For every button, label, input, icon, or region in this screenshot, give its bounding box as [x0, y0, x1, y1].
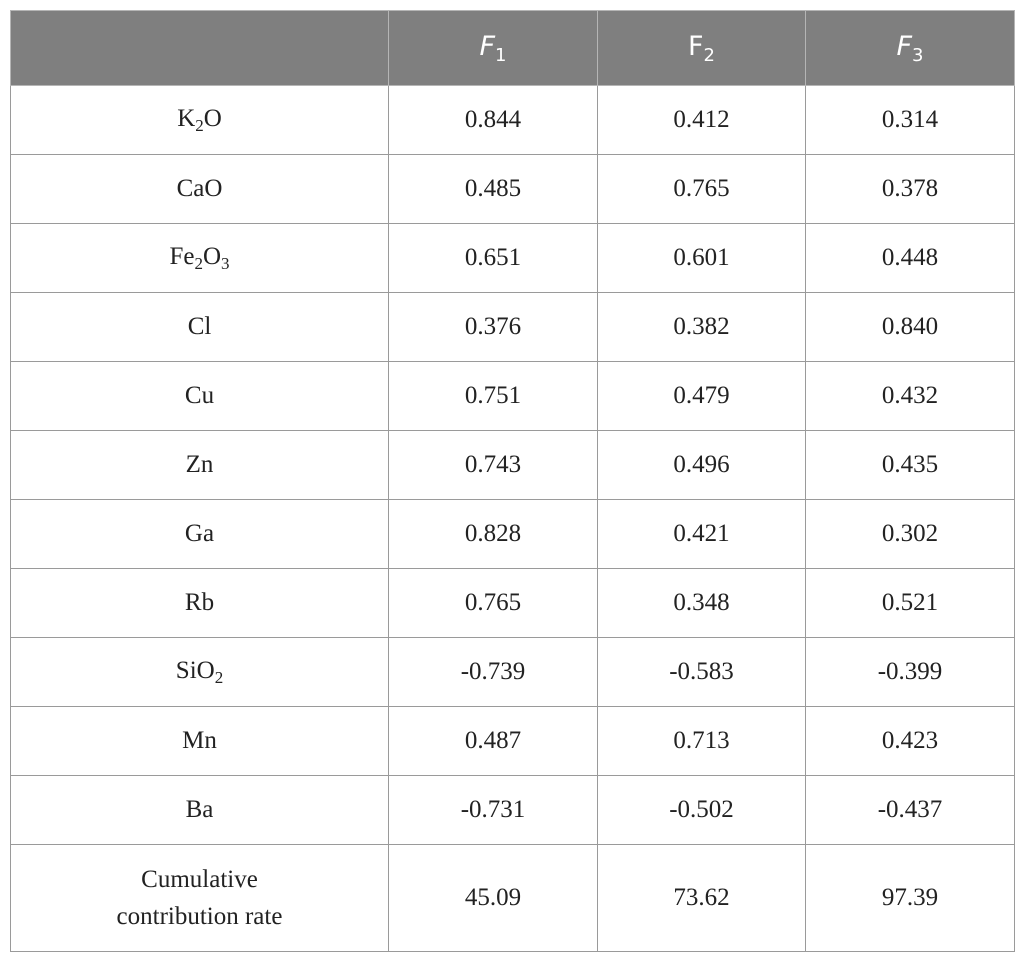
- header-f1-sub: 1: [495, 44, 507, 66]
- cumulative-f1: 45.09: [388, 844, 598, 952]
- value-cell-f1: 0.376: [388, 292, 598, 362]
- row-label-subscript: 2: [194, 253, 203, 273]
- table-row-cumulative: Cumulative contribution rate 45.09 73.62…: [10, 844, 1015, 952]
- header-f2: F2: [597, 10, 806, 86]
- row-label: CaO: [10, 154, 389, 224]
- header-empty-cell: [10, 10, 389, 86]
- value-cell-f1: -0.739: [388, 637, 598, 707]
- value-cell-f3: 0.521: [805, 568, 1015, 638]
- value-cell-f3: 0.448: [805, 223, 1015, 293]
- row-label: Ga: [10, 499, 389, 569]
- row-label-subscript: 2: [195, 115, 204, 135]
- cumulative-label-line1: Cumulative: [141, 866, 258, 893]
- table-row: K2O 0.844 0.412 0.314: [10, 85, 1015, 155]
- row-label-text: O: [202, 242, 222, 270]
- value-cell-f3: 0.302: [805, 499, 1015, 569]
- row-label: Rb: [10, 568, 389, 638]
- row-label: Ba: [10, 775, 389, 845]
- header-f2-base: F: [688, 30, 704, 62]
- header-f1-base: F: [479, 30, 496, 62]
- value-cell-f2: 0.601: [597, 223, 806, 293]
- value-cell-f2: 0.765: [597, 154, 806, 224]
- value-cell-f1: 0.487: [388, 706, 598, 776]
- value-cell-f1: 0.844: [388, 85, 598, 155]
- row-label-text: Cu: [184, 382, 215, 409]
- table-header: F1 F2 F3: [10, 10, 1015, 86]
- value-cell-f1: 0.651: [388, 223, 598, 293]
- cumulative-label-line2: contribution rate: [116, 903, 283, 930]
- table-row: Cl 0.376 0.382 0.840: [10, 292, 1015, 362]
- value-cell-f3: 0.378: [805, 154, 1015, 224]
- header-row: F1 F2 F3: [10, 10, 1015, 86]
- value-cell-f2: 0.496: [597, 430, 806, 500]
- table-row: Zn 0.743 0.496 0.435: [10, 430, 1015, 500]
- row-label: SiO2: [10, 637, 389, 707]
- table-row: Cu 0.751 0.479 0.432: [10, 361, 1015, 431]
- value-cell-f3: -0.437: [805, 775, 1015, 845]
- cumulative-f3: 97.39: [805, 844, 1015, 952]
- table-row: Fe2O3 0.651 0.601 0.448: [10, 223, 1015, 293]
- value-cell-f2: 0.412: [597, 85, 806, 155]
- header-f3-sub: 3: [912, 44, 924, 66]
- factor-loading-table: F1 F2 F3 K2O 0.844 0.412 0.314 CaO 0.485 0.765…: [10, 10, 1015, 952]
- row-label-text: Rb: [184, 589, 215, 616]
- table-row: Rb 0.765 0.348 0.521: [10, 568, 1015, 638]
- value-cell-f2: 0.382: [597, 292, 806, 362]
- row-label-text: Ga: [184, 520, 215, 547]
- value-cell-f1: 0.743: [388, 430, 598, 500]
- value-cell-f1: -0.731: [388, 775, 598, 845]
- table-row: Ba -0.731 -0.502 -0.437: [10, 775, 1015, 845]
- row-label-text: K: [177, 104, 196, 132]
- value-cell-f1: 0.751: [388, 361, 598, 431]
- header-f2-sub: 2: [703, 44, 715, 66]
- value-cell-f3: 0.432: [805, 361, 1015, 431]
- value-cell-f1: 0.485: [388, 154, 598, 224]
- value-cell-f2: 0.421: [597, 499, 806, 569]
- table-body: K2O 0.844 0.412 0.314 CaO 0.485 0.765 0.378 Fe2O…: [10, 85, 1015, 952]
- row-label-text: Ba: [185, 796, 214, 823]
- row-label-text: O: [203, 104, 222, 132]
- value-cell-f2: -0.502: [597, 775, 806, 845]
- value-cell-f2: 0.479: [597, 361, 806, 431]
- row-label: Fe2O3: [10, 223, 389, 293]
- value-cell-f3: 0.423: [805, 706, 1015, 776]
- value-cell-f2: 0.348: [597, 568, 806, 638]
- row-label-text: Mn: [182, 727, 217, 754]
- table-row: Mn 0.487 0.713 0.423: [10, 706, 1015, 776]
- row-label-subscript: 2: [214, 667, 224, 687]
- value-cell-f2: -0.583: [597, 637, 806, 707]
- row-label-text: SiO: [175, 656, 215, 684]
- row-label-text: Fe: [169, 242, 195, 270]
- cumulative-f2: 73.62: [597, 844, 806, 952]
- value-cell-f3: 0.840: [805, 292, 1015, 362]
- table-row: Ga 0.828 0.421 0.302: [10, 499, 1015, 569]
- row-label-text: Cl: [187, 313, 212, 340]
- value-cell-f3: 0.314: [805, 85, 1015, 155]
- row-label-text: Zn: [185, 451, 214, 478]
- row-label: Cu: [10, 361, 389, 431]
- row-label: Zn: [10, 430, 389, 500]
- value-cell-f1: 0.765: [388, 568, 598, 638]
- value-cell-f3: -0.399: [805, 637, 1015, 707]
- header-f3-base: F: [896, 30, 913, 62]
- row-label-text: CaO: [176, 175, 223, 202]
- table-row: SiO2 -0.739 -0.583 -0.399: [10, 637, 1015, 707]
- cumulative-label: Cumulative contribution rate: [10, 844, 389, 952]
- header-f3: F3: [805, 10, 1015, 86]
- header-f1: F1: [388, 10, 598, 86]
- row-label-subscript: 3: [221, 253, 230, 273]
- row-label: Mn: [10, 706, 389, 776]
- row-label: Cl: [10, 292, 389, 362]
- row-label: K2O: [10, 85, 389, 155]
- value-cell-f2: 0.713: [597, 706, 806, 776]
- value-cell-f3: 0.435: [805, 430, 1015, 500]
- table-row: CaO 0.485 0.765 0.378: [10, 154, 1015, 224]
- value-cell-f1: 0.828: [388, 499, 598, 569]
